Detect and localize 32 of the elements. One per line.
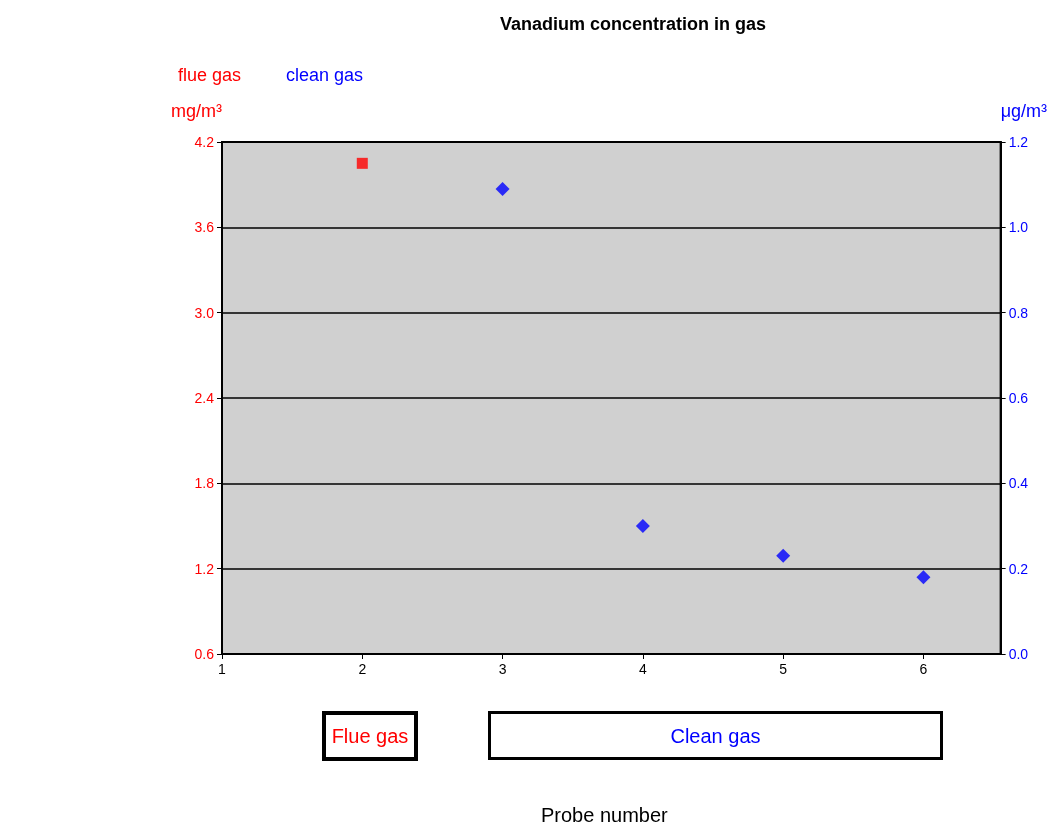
y-axis-title: mg/m³ — [171, 101, 222, 121]
y2-tick-label: 0.4 — [1008, 475, 1029, 492]
text: clean gas — [286, 65, 364, 85]
text: Clean gas — [670, 724, 761, 747]
point — [635, 519, 650, 533]
y2-tick-label: 0.8 — [1008, 304, 1029, 321]
y2-tick-label: 0.2 — [1008, 560, 1029, 577]
text: Probe number — [541, 804, 669, 826]
y-tick-label: 0.6 — [194, 646, 215, 662]
x-tick-label: 3 — [498, 661, 507, 677]
y2-tick-label: 0.0 — [1008, 646, 1029, 662]
y2-tick-label: 0.6 — [1008, 390, 1029, 406]
y-tick-label: 3.0 — [194, 304, 215, 321]
x-tick-label: 2 — [358, 661, 367, 677]
y2-axis-title: μg/m³ — [1000, 101, 1048, 121]
y-tick-label: 2.4 — [194, 390, 215, 406]
y-tick-label: 3.6 — [194, 219, 215, 236]
point — [495, 181, 510, 196]
point — [916, 570, 931, 585]
y2-tick-label: 1.2 — [1008, 134, 1029, 150]
y-tick-label: 1.2 — [194, 560, 215, 577]
x-tick-label: 5 — [779, 661, 788, 677]
y2-tick-label: 1.0 — [1008, 219, 1029, 236]
y-tick-label: 1.8 — [194, 475, 215, 492]
point — [776, 548, 791, 563]
text: flue gas — [178, 65, 242, 85]
x-tick-label: 6 — [919, 661, 928, 677]
x-tick-label: 4 — [638, 661, 647, 677]
text: Flue gas — [331, 725, 409, 747]
x-tick-label: 1 — [218, 661, 227, 677]
y-tick-label: 4.2 — [194, 134, 215, 150]
chart-title: Vanadium concentration in gas — [499, 14, 767, 34]
